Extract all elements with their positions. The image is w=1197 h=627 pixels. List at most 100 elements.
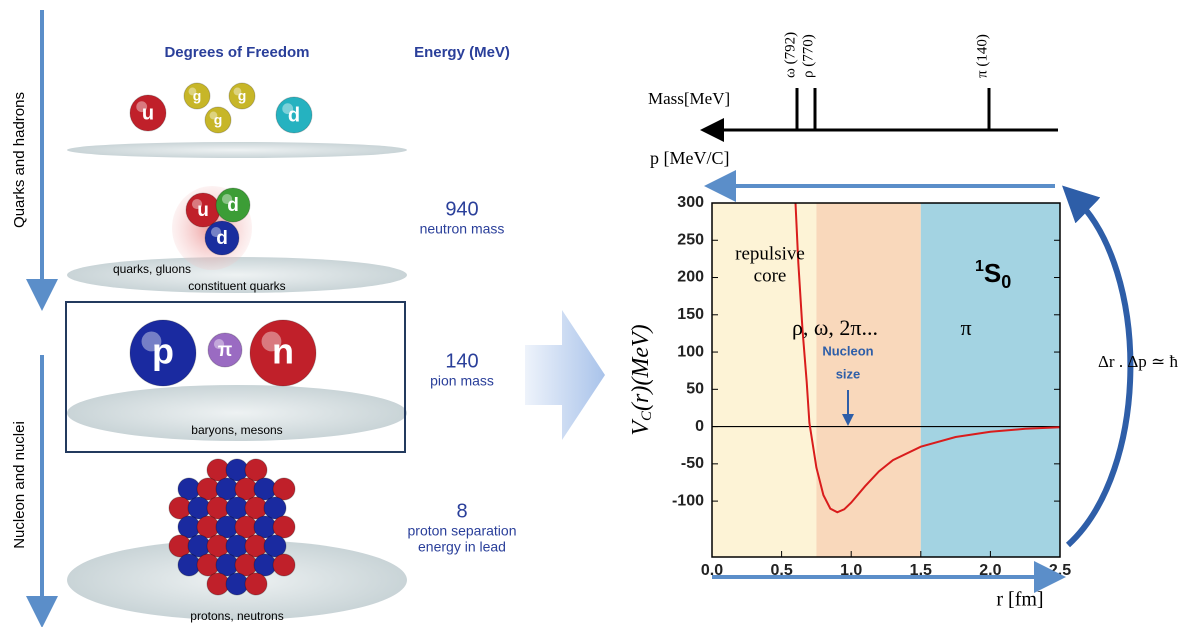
particle-label: g xyxy=(193,88,202,104)
momentum-label: p [MeV/C] xyxy=(650,148,730,168)
nucleon xyxy=(263,496,287,520)
energy-note: pion mass xyxy=(430,373,494,389)
x-axis-label: r [fm] xyxy=(996,589,1043,611)
particle xyxy=(129,319,197,387)
particle xyxy=(204,106,232,134)
annotation: ρ, ω, 2π... xyxy=(792,315,878,340)
nucleon xyxy=(272,477,296,501)
y-tick-label: -100 xyxy=(672,492,704,509)
particle xyxy=(207,332,243,368)
y-tick-label: 100 xyxy=(677,343,704,360)
particle xyxy=(183,82,211,110)
level-disc xyxy=(67,257,407,293)
particle-label: d xyxy=(216,228,228,249)
level-caption: baryons, mesons xyxy=(191,423,282,437)
annotation: size xyxy=(836,366,861,381)
uncertainty-arrow xyxy=(1062,185,1134,548)
level-caption: protons, neutrons xyxy=(190,609,283,623)
particle-shine xyxy=(188,87,197,96)
particle xyxy=(129,94,167,132)
particle-label: g xyxy=(238,88,247,104)
y-label-part: (r)(MeV) xyxy=(628,324,654,411)
state-part: 0 xyxy=(1001,272,1011,292)
particle-shine xyxy=(136,101,148,113)
x-tick-label: 2.0 xyxy=(979,562,1001,579)
particle xyxy=(275,96,313,134)
mass-tick-label: ρ (770) xyxy=(800,34,816,78)
particle-label: g xyxy=(214,112,223,128)
level-disc xyxy=(67,142,407,158)
x-tick-label: 0.0 xyxy=(701,562,723,579)
y-label-part: V xyxy=(628,419,654,436)
particle-label: u xyxy=(197,200,209,221)
energy-value: 8 xyxy=(456,500,467,522)
annotation: core xyxy=(754,265,787,286)
x-tick-label: 2.5 xyxy=(1049,562,1071,579)
uncertainty-label: Δr . Δp ≃ ħ xyxy=(1098,352,1179,371)
nucleon xyxy=(263,534,287,558)
energy-note: neutron mass xyxy=(420,221,505,237)
energy-note: proton separation xyxy=(408,523,517,539)
nucleon xyxy=(244,458,268,482)
x-tick-label: 1.5 xyxy=(910,562,932,579)
y-axis-label: VC(r)(MeV) xyxy=(628,324,656,435)
y-tick-label: 300 xyxy=(677,194,704,211)
y-tick-label: -50 xyxy=(681,455,704,472)
potential-curve xyxy=(794,202,1061,514)
nucleon xyxy=(272,553,296,577)
region xyxy=(816,203,921,557)
plot-frame xyxy=(711,202,1061,558)
particle-label: n xyxy=(272,331,294,372)
particle xyxy=(215,187,251,223)
side-label: Nucleon and nuclei xyxy=(11,421,28,549)
particle-shine xyxy=(261,331,282,352)
particle-shine xyxy=(221,193,233,205)
energy-value: 140 xyxy=(445,350,478,372)
state-part: S xyxy=(984,258,1001,288)
y-tick-label: 150 xyxy=(677,306,704,323)
particle xyxy=(228,82,256,110)
big-arrow xyxy=(525,310,605,440)
level-disc xyxy=(67,385,407,441)
particle-label: d xyxy=(288,104,300,126)
annotation: Nucleon xyxy=(822,343,873,358)
y-tick-label: 50 xyxy=(686,381,704,398)
level-caption: constituent quarks xyxy=(188,279,285,293)
header: Degrees of Freedom xyxy=(164,44,309,61)
particle xyxy=(249,319,317,387)
mass-tick-label: ω (792) xyxy=(782,32,798,78)
mass-label: Mass[MeV] xyxy=(648,89,730,108)
particle-shine xyxy=(209,111,218,120)
x-tick-label: 0.5 xyxy=(770,562,792,579)
energy-note: energy in lead xyxy=(418,539,506,555)
y-tick-label: 250 xyxy=(677,231,704,248)
y-tick-label: 200 xyxy=(677,269,704,286)
mass-tick-label: π (140) xyxy=(974,34,990,78)
particle-shine xyxy=(233,87,242,96)
highlight-box xyxy=(65,301,406,453)
annotation: repulsive xyxy=(735,243,805,264)
particle-label: u xyxy=(142,102,154,124)
particle-label: π xyxy=(218,340,233,361)
y-label-part: C xyxy=(639,410,655,421)
particle-label: p xyxy=(152,331,174,372)
level-caption: quarks, gluons xyxy=(113,262,191,276)
nucleon xyxy=(272,515,296,539)
particle-label: d xyxy=(227,195,239,216)
region xyxy=(920,203,1060,557)
particle-shine xyxy=(213,338,225,350)
particle xyxy=(204,220,240,256)
side-label: Quarks and hadrons xyxy=(11,92,28,228)
x-tick-label: 1.0 xyxy=(840,562,862,579)
particle-shine xyxy=(191,198,203,210)
header: Energy (MeV) xyxy=(414,44,510,61)
annotation: π xyxy=(960,315,971,340)
energy-value: 940 xyxy=(445,198,478,220)
nucleon xyxy=(244,572,268,596)
state-part: 1 xyxy=(975,258,984,275)
particle-shine xyxy=(141,331,162,352)
state-label: 1S0 xyxy=(975,258,1011,292)
particle-shine xyxy=(282,103,294,115)
y-tick-label: 0 xyxy=(695,418,704,435)
